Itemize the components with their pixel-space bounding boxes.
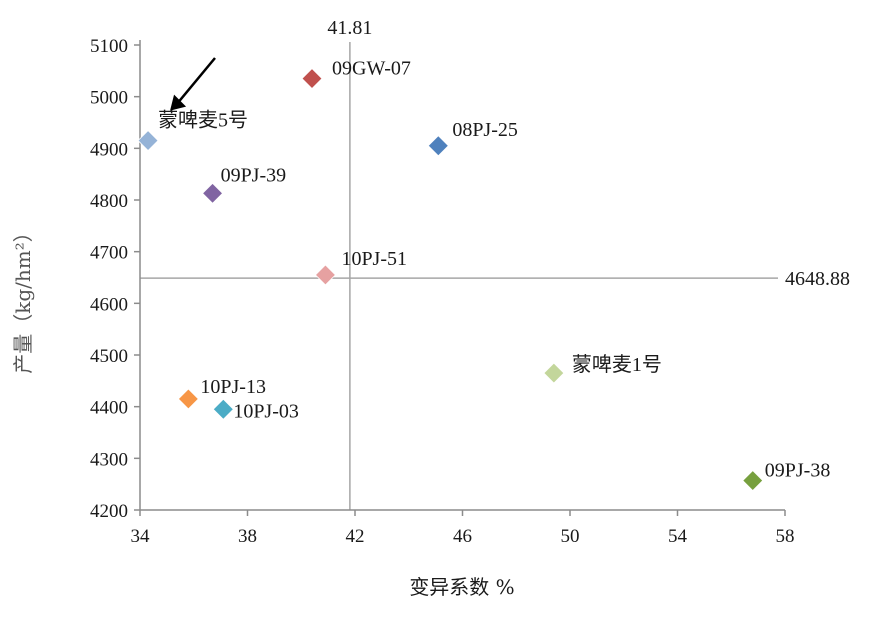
point-label: 10PJ-03: [233, 400, 299, 422]
point-label: 蒙啤麦5号: [158, 109, 248, 132]
x-tick-label: 42: [346, 526, 365, 547]
y-tick-labels: 4200 4300 4400 4500 4600 4700 4800 4900 5000 5100: [90, 36, 128, 522]
y-tick-label: 4300: [90, 449, 128, 470]
y-tick-label: 4500: [90, 346, 128, 367]
reference-lines: [140, 42, 778, 510]
y-tick-label: 4900: [90, 139, 128, 160]
point-labels: 09GW-07 08PJ-25 蒙啤麦5号 09PJ-39 10PJ-51 蒙啤麦1号 10…: [158, 58, 830, 482]
data-point: [427, 135, 449, 157]
axes: [134, 40, 786, 516]
x-tick-label: 38: [238, 526, 257, 547]
data-point: [742, 469, 764, 492]
x-tick-label: 34: [131, 526, 151, 547]
point-label: 09PJ-39: [221, 164, 287, 186]
data-point: [137, 130, 159, 152]
y-axis-title: 产量（kg/hm²）: [11, 222, 35, 374]
x-axis-title: 变异系数 %: [409, 575, 514, 599]
ref-line-x-label: 41.81: [327, 17, 372, 39]
y-tick-label: 4600: [90, 294, 128, 315]
y-tick-label: 4400: [90, 398, 128, 419]
x-tick-label: 50: [561, 526, 580, 547]
y-tick-label: 5000: [90, 88, 128, 109]
x-tick-label: 58: [776, 526, 795, 547]
point-label: 蒙啤麦1号: [572, 353, 662, 376]
data-point: [543, 362, 565, 384]
point-label: 09GW-07: [332, 58, 411, 80]
y-tick-label: 4800: [90, 191, 128, 212]
point-label: 08PJ-25: [452, 119, 518, 141]
x-tick-label: 54: [668, 526, 688, 547]
point-label: 09PJ-38: [765, 460, 831, 482]
y-tick-label: 4200: [90, 501, 128, 522]
x-tick-label: 46: [453, 526, 472, 547]
arrow-head: [170, 94, 187, 111]
data-point: [212, 398, 234, 420]
data-point: [177, 388, 199, 410]
y-tick-label: 4700: [90, 243, 128, 264]
y-tick-label: 5100: [90, 36, 128, 57]
data-point: [201, 182, 224, 204]
annotation-arrow: [170, 57, 216, 111]
data-point: [301, 68, 323, 90]
ref-line-y-label: 4648.88: [785, 268, 850, 290]
x-tick-labels: 34 38 42 46 50 54 58: [131, 526, 795, 547]
data-points: [137, 68, 764, 492]
point-label: 10PJ-13: [200, 376, 266, 398]
arrow-shaft: [177, 57, 216, 104]
data-point: [314, 264, 337, 286]
point-label: 10PJ-51: [341, 248, 407, 270]
